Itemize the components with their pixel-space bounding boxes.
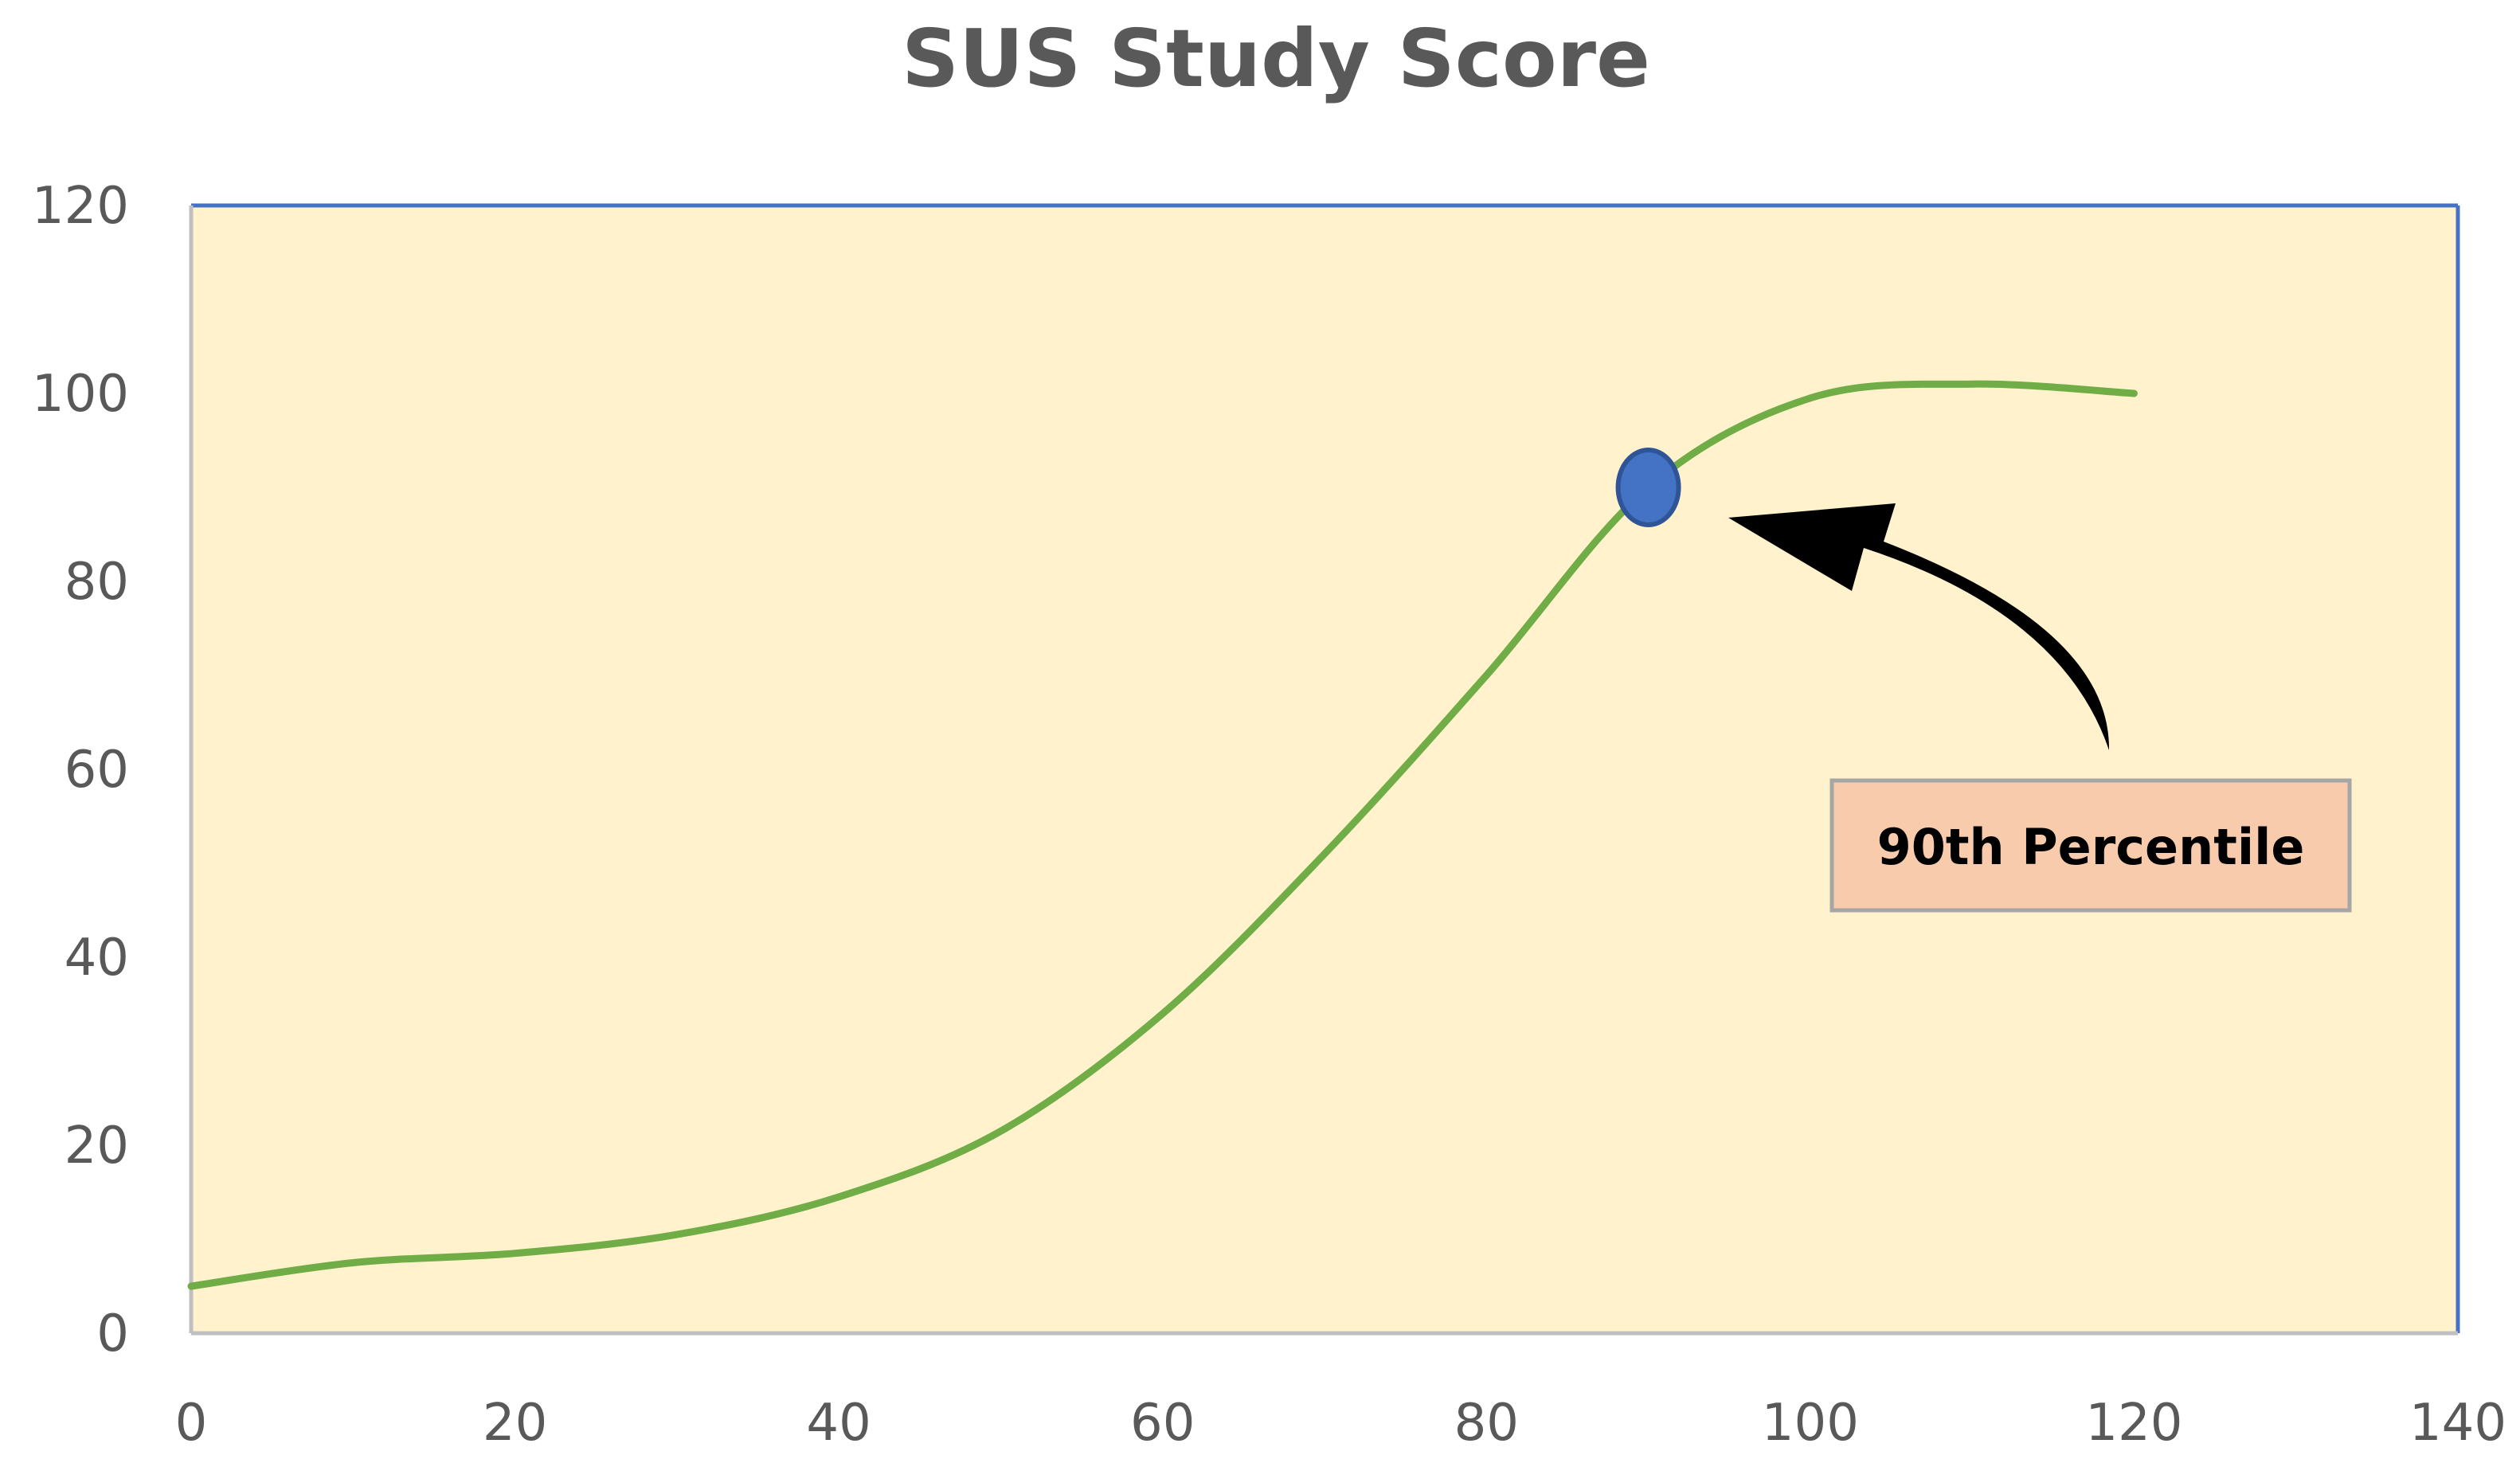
y-tick-label: 120 [32,177,129,236]
y-tick-label: 0 [96,1305,129,1363]
y-tick-label: 100 [32,365,129,424]
highlight-point [1615,448,1681,527]
y-axis-ticks: 0 20 40 60 80 100 120 [32,177,129,1363]
callout-box [1829,778,2352,913]
x-tick-label: 80 [1454,1394,1519,1453]
callout-label: 90th Percentile [1877,818,2305,876]
x-tick-label: 120 [2085,1394,2182,1453]
plot-area [191,205,2458,1333]
x-tick-label: 60 [1130,1394,1195,1453]
y-tick-label: 20 [65,1117,129,1176]
chart-title: SUS Study Score [902,12,1650,105]
x-axis-ticks: 0 20 40 60 80 100 120 140 [175,1394,2506,1453]
y-tick-label: 80 [65,553,129,612]
y-tick-label: 60 [65,741,129,800]
x-tick-label: 140 [2409,1394,2506,1453]
x-tick-label: 20 [483,1394,547,1453]
y-tick-label: 40 [65,929,129,988]
series-line [187,380,2138,1290]
x-tick-label: 100 [1762,1394,1859,1453]
callout-arrow [1728,503,2110,750]
x-tick-label: 0 [175,1394,208,1453]
x-tick-label: 40 [806,1394,871,1453]
